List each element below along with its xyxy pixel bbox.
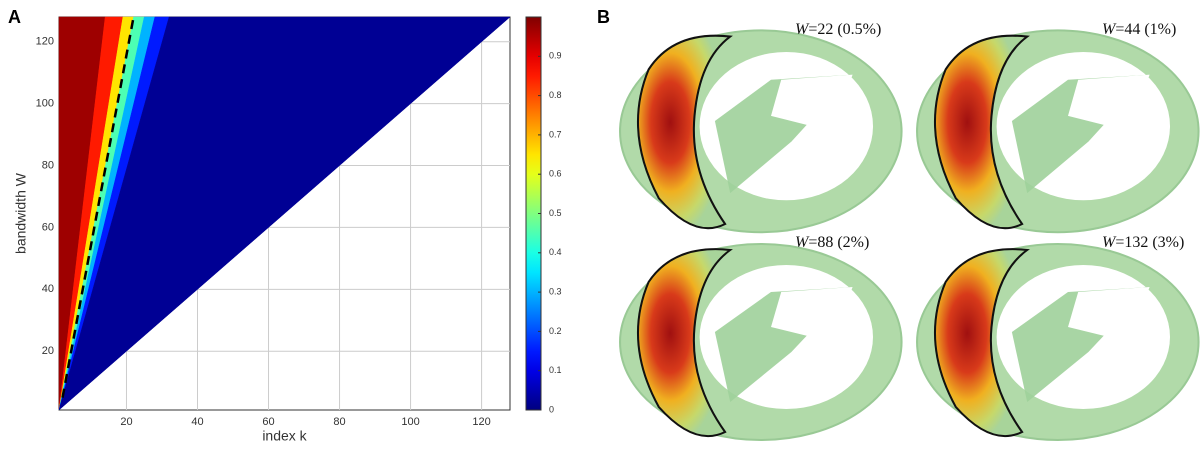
x-axis-label: index k	[262, 428, 307, 444]
x-tick-label: 20	[120, 416, 132, 428]
x-tick-label: 120	[472, 416, 490, 428]
y-tick-label: 100	[36, 98, 54, 110]
y-tick-label: 60	[42, 221, 54, 233]
x-tick-label: 80	[333, 416, 345, 428]
render	[916, 242, 1200, 442]
label-text: =132 (3%)	[1115, 234, 1184, 251]
x-tick-label: 100	[401, 416, 419, 428]
x-tick-label: 40	[191, 416, 203, 428]
colorbar-tick-label: 0.1	[549, 365, 562, 375]
colorbar-tick-label: 0.3	[549, 286, 562, 296]
render	[619, 29, 903, 234]
y-axis-label: bandwidth W	[13, 172, 29, 254]
label-text: =44 (1%)	[1115, 21, 1176, 38]
label-symbol: W	[795, 234, 810, 251]
image-label: W=44 (1%)	[1102, 21, 1176, 38]
y-tick-label: 20	[42, 345, 54, 357]
panel-label: A	[8, 7, 21, 27]
colorbar-tick-label: 0	[549, 404, 554, 414]
image-label: W=22 (0.5%)	[795, 21, 881, 38]
render	[619, 242, 903, 442]
image-label: W=88 (2%)	[795, 234, 869, 251]
colorbar-tick-label: 0.6	[549, 169, 562, 179]
render	[916, 29, 1200, 234]
colorbar-tick-label: 0.9	[549, 51, 562, 61]
y-tick-label: 80	[42, 159, 54, 171]
colorbar-tick-label: 0.7	[549, 129, 562, 139]
label-text: =88 (2%)	[808, 234, 869, 251]
y-tick-label: 40	[42, 283, 54, 295]
y-tick-label: 120	[36, 36, 54, 48]
panel-label: B	[597, 7, 610, 27]
heatmap: 20 40 60 80 100 120 20 40 60 80 100 120 index k bandw…	[13, 16, 562, 444]
heat-region	[58, 16, 511, 411]
label-symbol: W	[1102, 21, 1117, 38]
colorbar-tick-label: 0.5	[549, 208, 562, 218]
colorbar-tick-label: 0.4	[549, 247, 562, 257]
colorbar-tick-label: 0.2	[549, 326, 562, 336]
image-label: W=132 (3%)	[1102, 234, 1184, 251]
colorbar-tick-label: 0.8	[549, 90, 562, 100]
x-tick-label: 60	[262, 416, 274, 428]
label-symbol: W	[1102, 234, 1117, 251]
label-text: =22 (0.5%)	[808, 21, 881, 38]
boundary-line	[61, 16, 135, 398]
label-symbol: W	[795, 21, 810, 38]
